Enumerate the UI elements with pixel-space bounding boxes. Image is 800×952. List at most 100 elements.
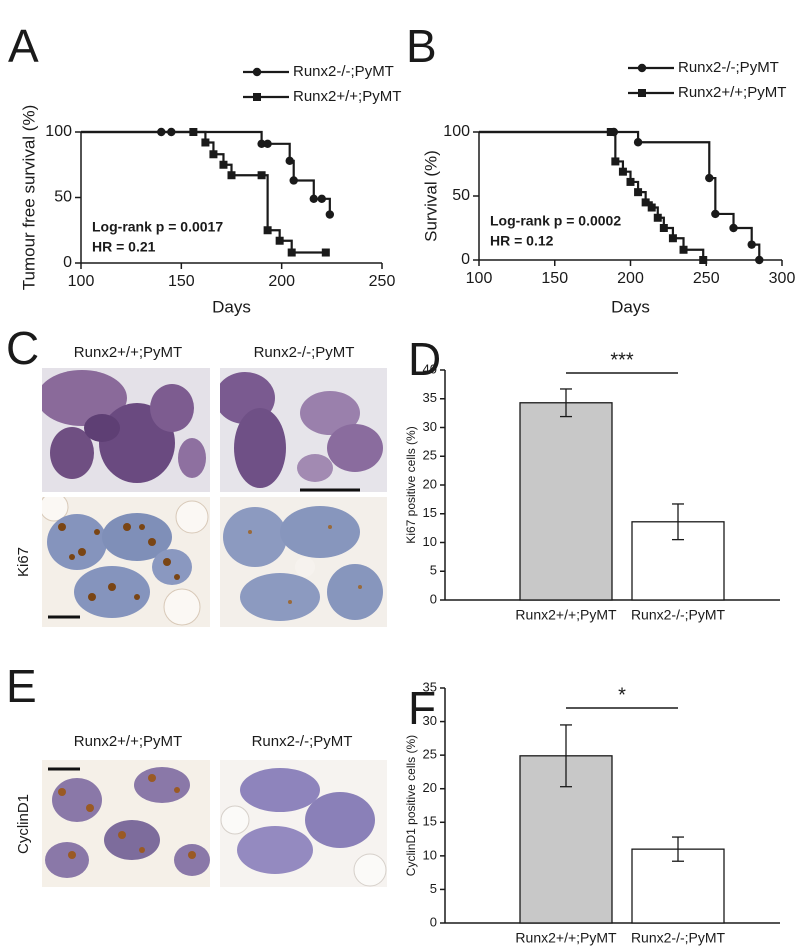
y-tick-label: 35 <box>423 679 437 694</box>
y-tick-label: 30 <box>423 419 437 434</box>
legend-marker <box>638 89 646 97</box>
marker <box>257 171 266 180</box>
marker <box>227 171 236 180</box>
y-tick-label: 100 <box>45 123 72 140</box>
y-tick-label: 10 <box>423 847 437 862</box>
marker <box>653 213 662 222</box>
marker <box>668 234 677 243</box>
marker <box>626 177 635 186</box>
marker <box>711 209 720 219</box>
column-label: Runx2+/+;PyMT <box>74 733 182 750</box>
legend-marker <box>253 93 261 101</box>
y-tick-label: 40 <box>423 361 437 376</box>
x-tick-label: Runx2+/+;PyMT <box>515 930 617 946</box>
y-axis-label: Tumour free survival (%) <box>19 105 38 290</box>
x-axis-label: Days <box>212 297 251 316</box>
marker <box>257 139 266 148</box>
y-tick-label: 15 <box>423 814 437 829</box>
y-tick-label: 30 <box>423 713 437 728</box>
y-tick-label: 0 <box>63 254 72 271</box>
panel-letter: E <box>6 660 37 712</box>
y-tick-label: 35 <box>423 390 437 405</box>
x-tick-label: Runx2+/+;PyMT <box>515 607 617 623</box>
x-tick-label: 200 <box>617 270 644 287</box>
y-tick-label: 20 <box>423 476 437 491</box>
y-tick-label: 0 <box>430 914 437 929</box>
marker <box>755 255 764 265</box>
row-label: CyclinD1 <box>15 794 32 854</box>
micrograph <box>42 760 210 887</box>
marker <box>189 128 198 136</box>
marker <box>321 248 330 257</box>
legend-marker <box>252 67 262 77</box>
y-axis-label: Survival (%) <box>421 150 440 242</box>
marker <box>317 194 326 204</box>
x-tick-label: 250 <box>693 270 720 287</box>
legend-marker <box>637 63 647 73</box>
legend-label: Runx2+/+;PyMT <box>678 84 786 101</box>
column-label: Runx2+/+;PyMT <box>74 344 182 361</box>
x-tick-label: 100 <box>68 273 95 290</box>
marker <box>606 128 615 136</box>
marker <box>747 240 756 249</box>
column-label: Runx2-/-;PyMT <box>254 344 355 361</box>
marker <box>209 150 218 159</box>
annotation: HR = 0.12 <box>490 233 554 249</box>
micrograph <box>220 368 387 492</box>
marker <box>705 173 714 183</box>
y-axis-label: Ki67 positive cells (%) <box>404 426 418 543</box>
panel-letter: F <box>408 682 436 734</box>
marker <box>659 224 668 232</box>
y-tick-label: 10 <box>423 534 437 549</box>
marker <box>289 176 298 185</box>
panel-letter: C <box>6 322 39 374</box>
y-tick-label: 0 <box>461 251 470 268</box>
significance: * <box>618 684 626 706</box>
x-tick-label: 250 <box>369 273 396 290</box>
y-tick-label: 50 <box>452 187 470 204</box>
x-tick-label: Runx2-/-;PyMT <box>631 930 726 946</box>
y-tick-label: 0 <box>430 591 437 606</box>
x-tick-label: 150 <box>541 270 568 287</box>
y-axis-label: CyclinD1 positive cells (%) <box>404 735 418 876</box>
marker <box>611 157 620 166</box>
marker <box>263 139 272 148</box>
marker <box>309 194 318 204</box>
significance: *** <box>610 349 634 371</box>
micrograph <box>42 368 210 492</box>
annotation: HR = 0.21 <box>92 239 156 255</box>
y-tick-label: 20 <box>423 780 437 795</box>
panel-letter: B <box>406 20 437 72</box>
annotation: Log-rank p = 0.0017 <box>92 219 223 235</box>
y-tick-label: 100 <box>443 123 470 140</box>
bar <box>519 402 613 601</box>
marker <box>287 248 296 257</box>
x-tick-label: Runx2-/-;PyMT <box>631 607 726 623</box>
row-label: Ki67 <box>15 547 32 577</box>
marker <box>699 256 708 264</box>
micrograph <box>220 497 387 627</box>
y-tick-label: 25 <box>423 747 437 762</box>
marker <box>641 198 650 207</box>
y-tick-label: 25 <box>423 448 437 463</box>
marker <box>285 156 294 166</box>
annotation: Log-rank p = 0.0002 <box>490 213 621 229</box>
x-tick-label: 100 <box>466 270 493 287</box>
marker <box>325 210 335 219</box>
legend-label: Runx2-/-;PyMT <box>678 59 779 76</box>
marker <box>647 203 656 212</box>
column-label: Runx2-/-;PyMT <box>252 733 353 750</box>
y-tick-label: 5 <box>430 881 437 896</box>
y-tick-label: 50 <box>54 189 72 206</box>
marker <box>618 167 627 176</box>
marker <box>634 188 643 197</box>
y-tick-label: 15 <box>423 505 437 520</box>
marker <box>633 138 643 147</box>
panel-letter: D <box>408 333 441 385</box>
marker <box>219 160 228 169</box>
marker <box>679 245 688 254</box>
y-tick-label: 5 <box>430 563 437 578</box>
x-tick-label: 300 <box>769 270 796 287</box>
